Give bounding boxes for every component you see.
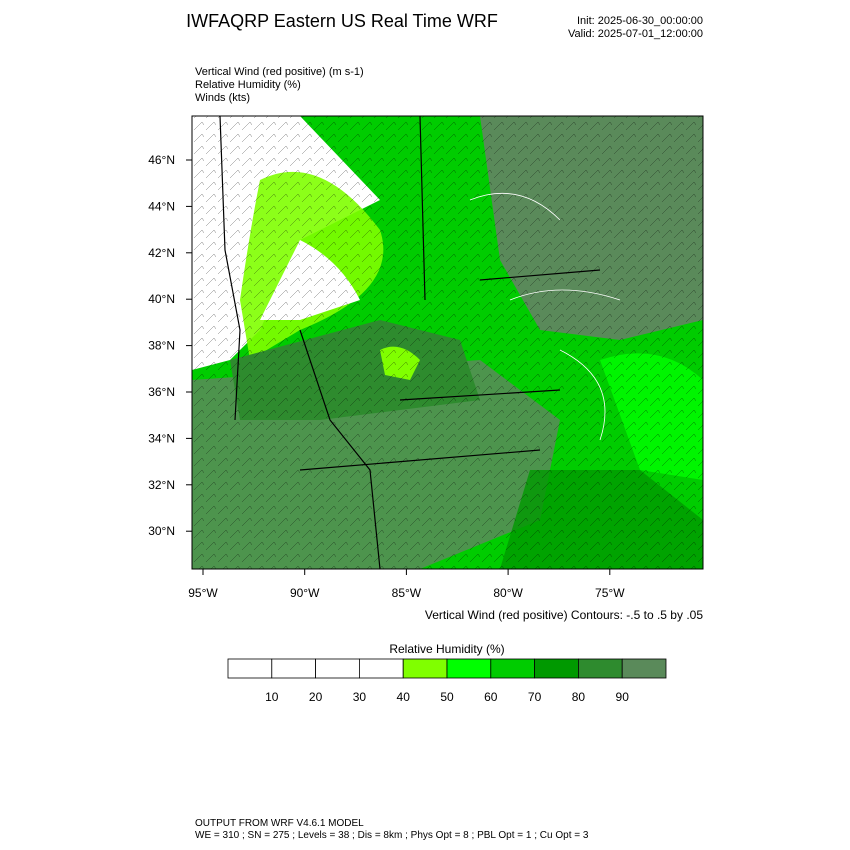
colorbar-box — [402, 658, 448, 679]
map-frame — [191, 115, 704, 570]
lon-label: 75°W — [595, 586, 625, 600]
colorbar-box — [358, 658, 404, 679]
lat-label: 38°N — [148, 339, 175, 353]
colorbar-box — [446, 658, 492, 679]
lat-label: 42°N — [148, 246, 175, 260]
field-label: Winds (kts) — [195, 92, 250, 104]
colorbar-label: 90 — [616, 690, 630, 704]
title: IWFAQRP Eastern US Real Time WRF — [186, 11, 498, 31]
field-label: Vertical Wind (red positive) (m s-1) — [195, 66, 364, 78]
footer-line: OUTPUT FROM WRF V4.6.1 MODEL — [195, 818, 364, 829]
colorbar-box — [227, 658, 273, 679]
lat-label: 46°N — [148, 153, 175, 167]
field-label: Relative Humidity (%) — [195, 79, 301, 91]
colorbar-label: 80 — [572, 690, 586, 704]
colorbar-label: 20 — [309, 690, 323, 704]
colorbar-title: Relative Humidity (%) — [389, 642, 504, 656]
lon-label: 80°W — [493, 586, 523, 600]
colorbar-box — [621, 658, 667, 679]
colorbar-box — [534, 658, 579, 679]
colorbar-label: 50 — [440, 690, 454, 704]
colorbar-box — [490, 658, 535, 679]
colorbar-label: 10 — [265, 690, 279, 704]
lat-label: 40°N — [148, 292, 175, 306]
lat-label: 30°N — [148, 524, 175, 538]
contour-note: Vertical Wind (red positive) Contours: -… — [425, 608, 703, 622]
lon-label: 95°W — [188, 586, 218, 600]
colorbar-label: 30 — [353, 690, 367, 704]
init-time: Init: 2025-06-30_00:00:00 — [577, 15, 703, 27]
colorbar-box — [271, 658, 316, 679]
colorbar-label: 70 — [528, 690, 542, 704]
lat-label: 36°N — [148, 385, 175, 399]
valid-time: Valid: 2025-07-01_12:00:00 — [568, 28, 703, 40]
colorbar-label: 40 — [397, 690, 411, 704]
colorbar-box — [315, 658, 360, 679]
lon-label: 85°W — [392, 586, 422, 600]
lon-label: 90°W — [290, 586, 320, 600]
colorbar-label: 60 — [484, 690, 498, 704]
lat-label: 34°N — [148, 431, 175, 445]
footer-line: WE = 310 ; SN = 275 ; Levels = 38 ; Dis … — [195, 830, 589, 841]
lat-label: 44°N — [148, 199, 175, 213]
map — [192, 116, 703, 569]
lat-label: 32°N — [148, 478, 175, 492]
colorbar-box — [578, 658, 623, 679]
